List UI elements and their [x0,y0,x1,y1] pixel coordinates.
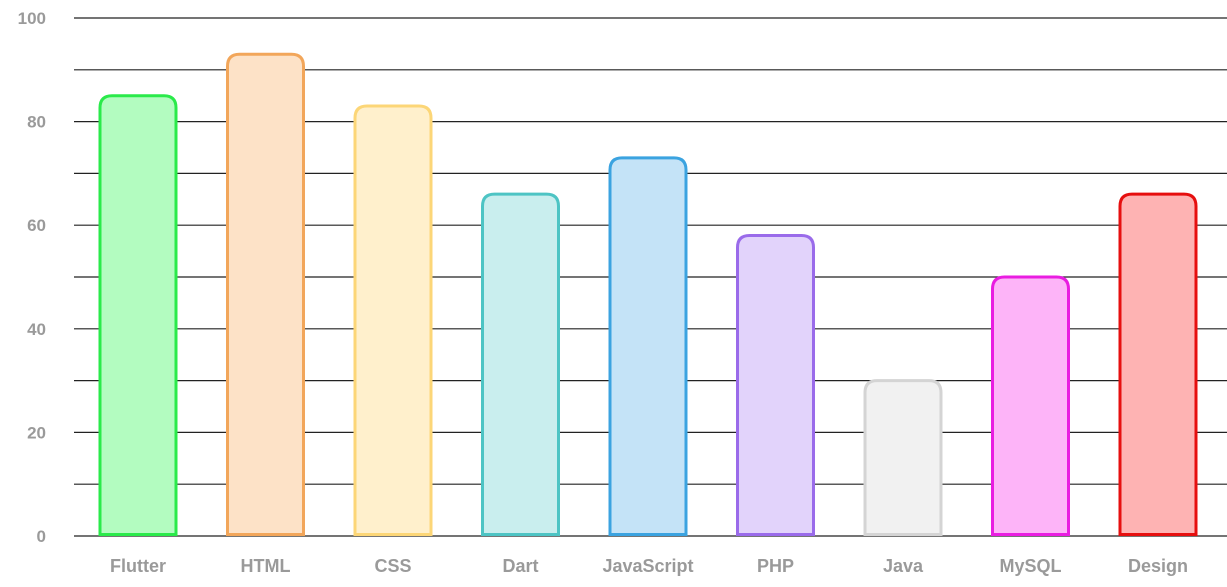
bars [98,52,1198,536]
bar-design [1118,192,1198,536]
bar-css [353,104,433,536]
y-tick-label-100: 100 [18,9,46,28]
bar-php [736,234,815,536]
x-tick-label-mysql: MySQL [999,556,1061,576]
bar-java [863,379,943,536]
y-tick-label-40: 40 [27,320,46,339]
x-tick-label-flutter: Flutter [110,556,166,576]
x-tick-label-design: Design [1128,556,1188,576]
x-tick-label-javascript: JavaScript [602,556,693,576]
bar-mysql [991,275,1070,536]
y-tick-label-80: 80 [27,113,46,132]
bar-dart [481,192,560,536]
x-tick-label-java: Java [883,556,924,576]
y-axis-tick-labels: 0 20 40 60 80 100 [18,9,46,546]
x-tick-label-html: HTML [241,556,291,576]
x-tick-label-css: CSS [374,556,411,576]
bar-flutter [98,94,178,536]
x-axis-tick-labels: Flutter HTML CSS Dart JavaScript PHP Java MySQL… [110,556,1188,576]
x-tick-label-php: PHP [757,556,794,576]
bar-javascript [608,156,688,536]
x-tick-label-dart: Dart [502,556,538,576]
bar-html [226,52,305,536]
y-tick-label-20: 20 [27,423,46,442]
y-tick-label-60: 60 [27,216,46,235]
y-tick-label-0: 0 [37,527,46,546]
